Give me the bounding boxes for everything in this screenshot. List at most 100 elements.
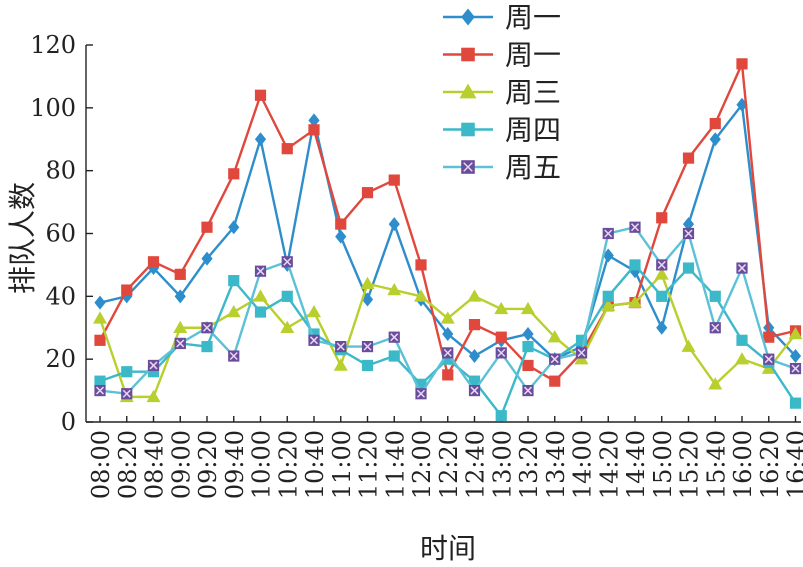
data-point — [228, 220, 240, 235]
data-point — [442, 369, 454, 381]
data-point — [654, 267, 669, 280]
data-point — [361, 187, 374, 199]
data-point — [467, 289, 482, 302]
x-tick-label: 09:40 — [221, 430, 249, 499]
data-point — [228, 350, 240, 362]
data-point — [602, 290, 614, 302]
data-point — [629, 259, 641, 271]
data-point — [682, 227, 695, 240]
data-point — [602, 227, 614, 240]
data-point — [522, 341, 534, 353]
data-point — [253, 289, 268, 302]
data-point — [468, 375, 481, 387]
data-point — [228, 275, 240, 287]
data-point — [681, 339, 696, 352]
data-point — [94, 295, 106, 310]
x-tick-label: 14:20 — [595, 430, 623, 499]
data-point — [601, 298, 616, 312]
data-point — [656, 259, 668, 271]
data-point — [121, 284, 133, 296]
data-point — [549, 375, 561, 387]
series-5 — [94, 221, 802, 400]
x-tick-label: 15:20 — [676, 430, 704, 499]
data-point — [94, 375, 106, 387]
data-point — [602, 248, 614, 263]
data-point — [494, 301, 509, 315]
data-point — [708, 377, 723, 390]
data-point — [147, 359, 160, 372]
y-tick-label: 0 — [61, 408, 76, 436]
legend-label: 周三 — [505, 76, 561, 109]
data-point — [495, 410, 507, 422]
x-tick-label: 09:20 — [194, 430, 222, 499]
data-point — [281, 143, 293, 155]
data-point — [656, 320, 668, 335]
y-tick-label: 80 — [45, 157, 76, 185]
x-tick-label: 11:00 — [328, 430, 356, 499]
data-point — [174, 337, 186, 350]
data-point — [94, 384, 106, 397]
data-point — [522, 384, 534, 397]
data-point — [736, 334, 748, 346]
x-tick-label: 14:40 — [622, 430, 650, 499]
data-point — [228, 168, 240, 180]
data-point — [709, 290, 721, 302]
x-tick-label: 08:40 — [141, 430, 169, 499]
data-point — [547, 330, 562, 343]
x-tick-label: 16:40 — [783, 430, 803, 499]
data-point — [94, 334, 106, 346]
data-point — [763, 331, 775, 343]
x-tick-label: 12:20 — [435, 430, 463, 499]
data-point — [440, 311, 455, 324]
data-point — [280, 320, 295, 333]
x-ticks: 08:0008:2008:4009:0009:2009:4010:0010:20… — [87, 416, 803, 499]
data-point — [736, 58, 748, 70]
legend-marker — [461, 160, 475, 174]
legend-marker — [461, 122, 475, 137]
data-point — [682, 262, 695, 274]
x-tick-label: 12:40 — [462, 430, 490, 499]
data-point — [789, 397, 802, 409]
data-point — [361, 341, 374, 353]
data-point — [308, 328, 320, 340]
legend-label: 周四 — [505, 114, 561, 147]
data-point — [254, 89, 267, 101]
data-point — [254, 132, 267, 147]
x-tick-label: 16:00 — [729, 430, 757, 499]
data-point — [226, 305, 241, 318]
data-point — [414, 289, 428, 302]
data-point — [629, 221, 641, 233]
y-tick-label: 60 — [45, 220, 76, 248]
data-point — [387, 283, 402, 296]
y-tick-label: 120 — [30, 31, 76, 59]
data-point — [682, 217, 695, 232]
x-tick-label: 09:00 — [167, 430, 195, 499]
data-point — [121, 366, 133, 378]
x-tick-label: 11:40 — [381, 430, 409, 499]
data-point — [174, 289, 186, 304]
data-point — [308, 113, 320, 128]
x-tick-label: 13:00 — [488, 430, 516, 499]
y-tick-label: 100 — [30, 94, 76, 122]
y-axis-title: 排队人数 — [6, 182, 39, 294]
x-tick-label: 13:40 — [542, 430, 570, 499]
data-point — [656, 290, 668, 302]
legend-marker — [461, 8, 475, 26]
data-point — [495, 331, 507, 343]
legend-label: 周一 — [505, 39, 561, 72]
data-point — [442, 347, 454, 359]
x-axis-title: 时间 — [420, 532, 476, 565]
data-point — [789, 349, 802, 364]
data-point — [254, 265, 267, 277]
data-point — [201, 251, 213, 266]
series-1 — [94, 97, 802, 367]
y-tick-label: 20 — [45, 345, 76, 373]
data-point — [656, 212, 668, 224]
data-point — [468, 349, 481, 364]
data-point — [147, 256, 160, 268]
y-ticks: 0 20 40 60 80 100 120 — [30, 31, 93, 436]
x-tick-label: 10:20 — [274, 430, 302, 499]
data-point — [333, 358, 348, 371]
